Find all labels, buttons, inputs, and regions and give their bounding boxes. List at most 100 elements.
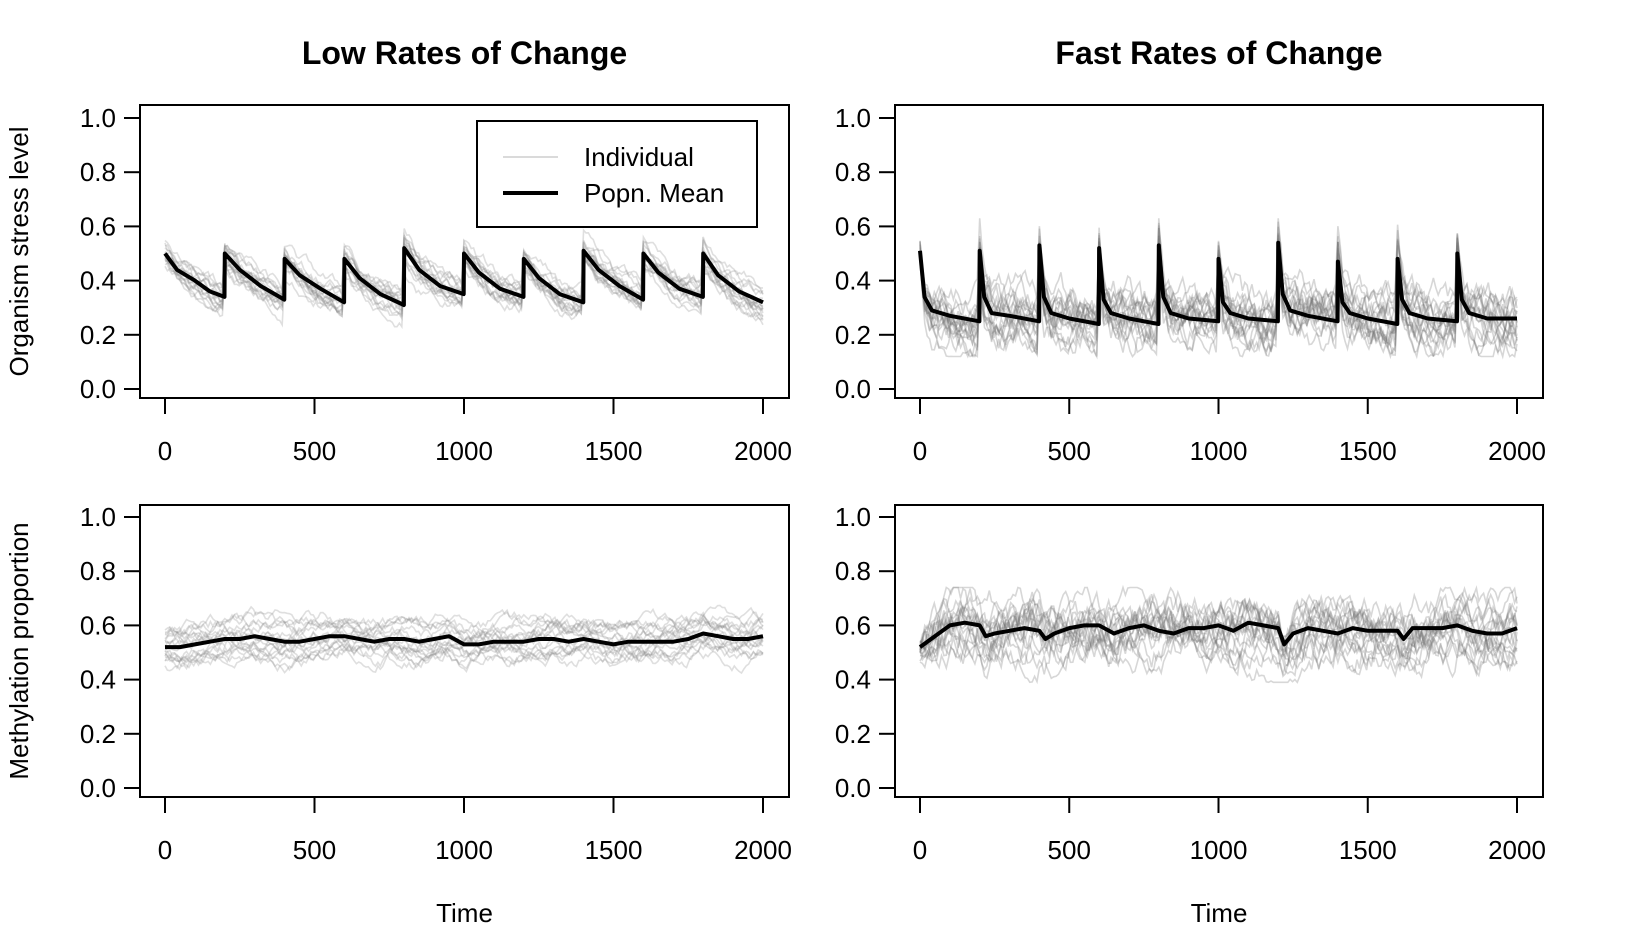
panel-1: 0.0 0.2 0.4 0.6 0.8 1.0 0 500 1000 1500 2000 Low Ra… (4, 35, 792, 466)
individual-trace (919, 586, 1518, 660)
x-tick-label: 500 (1048, 835, 1091, 865)
individual-trace (919, 222, 1518, 340)
individual-trace (919, 604, 1518, 684)
x-tick-label: 2000 (1488, 835, 1546, 865)
x-tick-label: 1000 (435, 835, 493, 865)
y-tick-label: 0.2 (835, 719, 871, 749)
traces (164, 604, 764, 675)
x-tick-label: 0 (913, 835, 927, 865)
x-tick-label: 500 (1048, 436, 1091, 466)
x-tick-label: 0 (158, 835, 172, 865)
popn-mean-line (918, 620, 1518, 649)
y-tick-label: 0.4 (80, 665, 116, 695)
y-tick-label: 0.2 (835, 320, 871, 350)
x-tick-label: 1000 (1190, 436, 1248, 466)
legend-label: Popn. Mean (584, 178, 724, 208)
individual-trace (164, 244, 764, 318)
x-tick-label: 2000 (734, 436, 792, 466)
individual-trace (919, 586, 1518, 656)
individual-trace (164, 643, 764, 674)
y-tick-label: 1.0 (835, 502, 871, 532)
popn-mean-line (163, 246, 764, 307)
popn-mean-line (165, 631, 764, 650)
individual-trace (919, 600, 1518, 668)
y-tick-label: 0.8 (80, 556, 116, 586)
individual-trace (919, 225, 1518, 358)
individual-trace (919, 597, 1518, 671)
individual-trace (164, 608, 764, 652)
x-axis-label: Time (436, 898, 493, 928)
y-tick-label: 0.8 (835, 556, 871, 586)
x-tick-label: 1500 (585, 835, 643, 865)
individual-trace (164, 615, 764, 642)
individual-trace (919, 586, 1518, 672)
x-tick-label: 2000 (1488, 436, 1546, 466)
y-tick-label: 0.0 (835, 773, 871, 803)
individual-trace (164, 604, 764, 639)
individual-trace (164, 610, 764, 640)
individual-trace (164, 606, 764, 648)
y-tick-label: 1.0 (80, 502, 116, 532)
individual-trace (919, 593, 1518, 680)
individual-trace (164, 235, 764, 305)
individual-trace (164, 228, 764, 305)
x-axis-label: Time (1191, 898, 1248, 928)
y-tick-label: 0.4 (835, 665, 871, 695)
y-tick-label: 0.6 (80, 610, 116, 640)
panel-4: 0.0 0.2 0.4 0.6 0.8 1.0 0 500 1000 1500 2000 Time (835, 502, 1546, 928)
x-tick-label: 1500 (1339, 835, 1397, 865)
panel-title: Fast Rates of Change (1055, 35, 1382, 71)
y-tick-label: 0.8 (80, 157, 116, 187)
individual-trace (164, 642, 764, 675)
individual-trace (919, 226, 1518, 355)
panel-title: Low Rates of Change (302, 35, 627, 71)
y-tick-label: 1.0 (80, 103, 116, 133)
individual-trace (164, 228, 764, 300)
y-tick-label: 0.6 (835, 211, 871, 241)
y-tick-label: 0.8 (835, 157, 871, 187)
individual-trace (919, 585, 1518, 664)
individual-trace (164, 635, 764, 674)
x-tick-label: 1500 (585, 436, 643, 466)
individual-trace (164, 629, 764, 663)
y-tick-label: 0.4 (80, 266, 116, 296)
individual-trace (919, 232, 1518, 356)
popn-mean-line (918, 240, 1517, 326)
y-tick-label: 0.2 (80, 320, 116, 350)
individual-trace (919, 218, 1518, 358)
individual-trace (919, 599, 1518, 678)
individual-trace (919, 604, 1518, 678)
x-tick-label: 1000 (1190, 835, 1248, 865)
traces (918, 584, 1518, 685)
panel-3: 0.0 0.2 0.4 0.6 0.8 1.0 0 500 1000 1500 2000 Methyl… (4, 502, 792, 928)
x-tick-label: 1000 (435, 436, 493, 466)
legend: Individual Popn. Mean (476, 120, 758, 228)
traces (163, 228, 764, 330)
individual-trace (164, 232, 763, 301)
individual-trace (919, 218, 1518, 332)
traces (918, 218, 1518, 360)
y-axis-label: Organism stress level (4, 127, 34, 377)
y-tick-label: 0.6 (835, 610, 871, 640)
y-tick-label: 0.2 (80, 719, 116, 749)
y-tick-label: 0.4 (835, 266, 871, 296)
y-axis-label: Methylation proportion (4, 522, 34, 779)
y-tick-label: 0.6 (80, 211, 116, 241)
individual-trace (164, 637, 764, 668)
x-tick-label: 0 (913, 436, 927, 466)
individual-trace (919, 234, 1518, 353)
x-tick-label: 1500 (1339, 436, 1397, 466)
x-tick-label: 0 (158, 436, 172, 466)
individual-trace (919, 591, 1518, 678)
individual-trace (919, 238, 1518, 358)
legend-label: Individual (584, 142, 694, 172)
panel-2: 0.0 0.2 0.4 0.6 0.8 1.0 0 500 1000 1500 2000 Fast R… (835, 35, 1546, 466)
y-tick-label: 0.0 (80, 374, 116, 404)
x-tick-label: 500 (293, 436, 336, 466)
individual-trace (919, 232, 1518, 360)
y-tick-label: 0.0 (80, 773, 116, 803)
y-tick-label: 0.0 (835, 374, 871, 404)
individual-trace (919, 601, 1518, 675)
individual-trace (164, 632, 764, 666)
